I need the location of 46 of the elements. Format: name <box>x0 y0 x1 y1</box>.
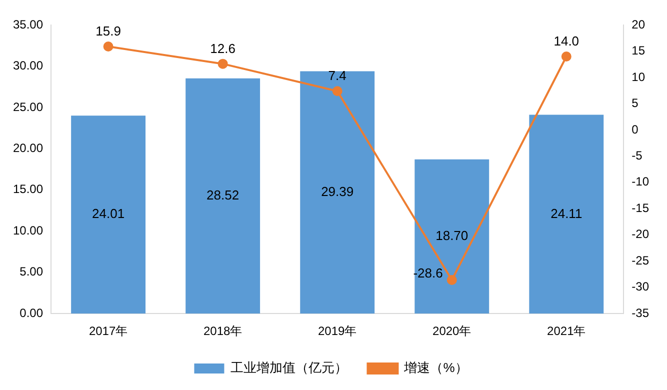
y2-tick-label: -15 <box>632 200 650 215</box>
y2-tick-label: -20 <box>632 227 650 242</box>
bar <box>71 116 146 314</box>
data-label: 24.01 <box>92 206 125 222</box>
bar <box>414 159 490 314</box>
y2-tick-label: 15 <box>632 44 646 58</box>
y2-tick-label: -30 <box>632 280 650 294</box>
y-tick-label: 30.00 <box>13 58 44 73</box>
y2-tick-label: 10 <box>632 70 646 84</box>
data-label: 15.9 <box>96 24 121 39</box>
data-label: 18.70 <box>436 228 468 244</box>
y2-tick-label: -25 <box>632 253 650 268</box>
y-tick-label: 5.00 <box>20 264 44 279</box>
y2-tick-label: 5 <box>632 96 639 110</box>
y-tick-label: 15.00 <box>13 182 44 196</box>
y2-tick-label: 0 <box>632 122 639 136</box>
y2-tick-label: -35 <box>632 306 650 320</box>
y-tick-label: 35.00 <box>13 17 44 32</box>
x-tick-label: 2018年 <box>203 324 242 338</box>
data-label: 7.4 <box>328 68 346 84</box>
point <box>332 86 342 96</box>
point <box>218 58 228 69</box>
y-tick-label: 20.00 <box>13 141 44 155</box>
legend-label: 增速（%） <box>403 360 468 376</box>
point <box>446 275 457 286</box>
y-tick-label: 25.00 <box>13 100 44 114</box>
point <box>561 51 572 62</box>
data-label: 24.11 <box>550 206 582 221</box>
y-tick-label: 0.00 <box>20 306 44 320</box>
x-tick-label: 2020年 <box>432 324 472 338</box>
x-tick-label: 2021年 <box>547 324 586 338</box>
y2-tick-label: -10 <box>632 174 650 189</box>
x-tick-label: 2017年 <box>88 324 128 338</box>
bar <box>529 114 604 314</box>
y2-tick-label: -5 <box>632 148 643 162</box>
data-label: 14.0 <box>554 34 580 49</box>
data-label: 12.6 <box>210 40 236 56</box>
point <box>103 42 114 52</box>
y-tick-label: 10.00 <box>13 223 44 238</box>
x-tick-label: 2019年 <box>318 324 357 338</box>
bar <box>300 71 375 314</box>
bar <box>186 78 260 314</box>
y2-tick-label: 20 <box>632 17 646 32</box>
data-label: 29.39 <box>321 184 354 200</box>
legend-label: 工业增加值（亿元） <box>230 360 348 376</box>
data-label: 28.52 <box>206 188 240 203</box>
